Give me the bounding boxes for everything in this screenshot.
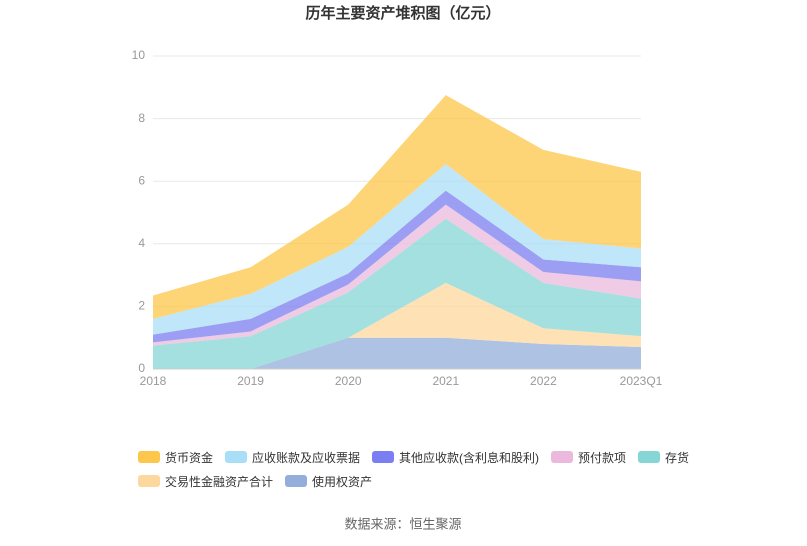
legend-label: 交易性金融资产合计	[165, 474, 274, 489]
legend-label: 货币资金	[165, 450, 214, 465]
legend: 货币资金 应收账款及应收票据 其他应收款(含利息和股利) 预付款项 存货交易性金融资产合…	[138, 449, 698, 489]
legend-item[interactable]: 预付款项	[551, 449, 626, 465]
area	[153, 282, 641, 369]
area	[153, 190, 641, 343]
legend-swatch	[225, 451, 248, 463]
legend-item[interactable]: 其他应收款(含利息和股利)	[372, 449, 539, 465]
x-tick-label: 2023Q1	[620, 374, 663, 388]
chart-title: 历年主要资产堆积图（亿元）	[305, 4, 500, 22]
legend-swatch	[551, 451, 574, 463]
y-tick-label: 0	[138, 361, 145, 375]
legend-label: 存货	[665, 450, 690, 465]
x-tick-label: 2018	[140, 374, 167, 388]
x-tick-label: 2020	[335, 374, 362, 388]
y-tick-label: 6	[138, 173, 145, 187]
area	[153, 218, 641, 369]
legend-swatch	[285, 475, 308, 487]
y-tick-label: 8	[138, 111, 145, 125]
legend-item[interactable]: 使用权资产	[285, 473, 372, 489]
area	[153, 337, 641, 369]
area	[153, 163, 641, 335]
legend-swatch	[138, 451, 160, 463]
legend-swatch	[638, 451, 661, 463]
x-tick-label: 2019	[237, 374, 264, 388]
legend-swatch	[372, 451, 395, 463]
x-tick-label: 2021	[432, 374, 459, 388]
x-tick-label: 2022	[530, 374, 557, 388]
legend-label: 使用权资产	[312, 474, 373, 489]
legend-item[interactable]: 存货	[638, 449, 689, 465]
source: 数据来源：恒生聚源	[344, 516, 461, 531]
legend-swatch	[138, 475, 160, 487]
area	[153, 95, 641, 319]
y-tick-label: 10	[132, 48, 146, 62]
legend-label: 应收账款及应收票据	[252, 450, 361, 465]
area	[153, 204, 641, 346]
legend-item[interactable]: 交易性金融资产合计	[138, 473, 273, 489]
legend-item[interactable]: 货币资金	[138, 449, 213, 465]
legend-item[interactable]: 应收账款及应收票据	[225, 449, 360, 465]
legend-label: 预付款项	[578, 450, 627, 465]
y-tick-label: 4	[138, 236, 145, 250]
legend-label: 其他应收款(含利息和股利)	[399, 450, 540, 465]
y-tick-label: 2	[138, 299, 145, 313]
